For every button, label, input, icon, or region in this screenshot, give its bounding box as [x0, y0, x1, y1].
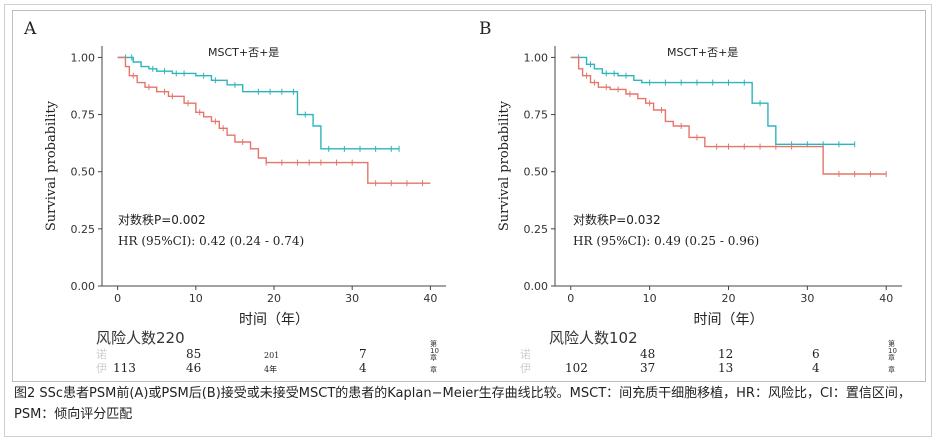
y-tick-label: 1.00: [71, 51, 96, 64]
hr-text: HR (95%CI): 0.42 (0.24 - 0.74): [118, 234, 304, 248]
risk-value: 48: [640, 347, 655, 361]
risk-value: 113: [113, 361, 136, 375]
panel-label: A: [23, 19, 37, 39]
risk-value: 37: [640, 361, 655, 375]
risk-table-title: 风险人数102: [549, 329, 638, 347]
x-tick-label: 10: [643, 292, 657, 305]
x-tick-label: 0: [567, 292, 574, 305]
risk-value: 7: [359, 347, 367, 361]
y-tick-label: 0.25: [524, 223, 549, 236]
y-tick-label: 0.00: [71, 280, 96, 293]
chart-panel-b: B 0.00 0.25 0.50 0.75 1.00 0 10 20 30 40 Survival p…: [479, 19, 902, 375]
y-tick-label: 0.00: [524, 280, 549, 293]
risk-row-tail: 第: [430, 339, 437, 348]
risk-row-tail: 章: [430, 353, 437, 362]
chart-panel-a: A 0.00 0.25 0.50 0.75 1.00 0 10 20 30 40 Survival p…: [23, 19, 446, 375]
hr-text: HR (95%CI): 0.49 (0.25 - 0.96): [573, 234, 759, 248]
x-tick-label: 10: [189, 292, 203, 305]
panel-label: B: [479, 19, 492, 39]
risk-value: 46: [186, 361, 201, 375]
x-tick-label: 30: [800, 292, 814, 305]
x-tick-label: 30: [345, 292, 359, 305]
figure-panel-border: [12, 10, 926, 382]
y-tick-label: 0.75: [524, 109, 549, 122]
risk-row-label: 伊: [520, 362, 531, 375]
x-axis-label: 时间（年）: [694, 312, 764, 328]
risk-row-label: 伊: [96, 362, 107, 375]
risk-value: 6: [812, 347, 820, 361]
x-tick-label: 40: [423, 292, 437, 305]
legend-title: MSCT+否+是: [667, 46, 738, 59]
risk-row-tail: 章: [888, 353, 895, 362]
y-tick-label: 0.50: [524, 166, 549, 179]
pvalue-text: 对数秩P=0.032: [573, 212, 661, 227]
x-tick-label: 40: [879, 292, 893, 305]
risk-row-label: 诺: [96, 348, 107, 361]
legend-title: MSCT+否+是: [208, 46, 279, 59]
risk-row-tail: 章: [430, 365, 437, 374]
survival-curve-1: [117, 56, 431, 184]
survival-curve-0: [570, 56, 855, 145]
risk-value: 4年: [264, 364, 277, 374]
y-axis-label: Survival probability: [44, 100, 59, 231]
outer-border: [4, 4, 932, 437]
x-tick-label: 20: [722, 292, 736, 305]
risk-table-title: 风险人数220: [96, 329, 185, 347]
risk-value: 12: [718, 347, 733, 361]
y-tick-label: 1.00: [524, 51, 549, 64]
survival-curve-0: [117, 56, 400, 150]
risk-value: 13: [718, 361, 733, 375]
y-tick-label: 0.75: [71, 109, 96, 122]
y-axis-label: Survival probability: [497, 100, 512, 231]
y-tick-label: 0.25: [71, 223, 96, 236]
risk-row-tail: 10: [888, 347, 897, 355]
risk-value: 4: [359, 361, 367, 375]
survival-curve-1: [570, 56, 887, 175]
risk-value: 85: [186, 347, 201, 361]
y-tick-label: 0.50: [71, 166, 96, 179]
risk-row-tail: 章: [888, 365, 895, 374]
risk-row-tail: 10: [430, 347, 439, 355]
risk-value: 201: [264, 351, 279, 360]
risk-row-tail: 第: [888, 339, 895, 348]
figure-caption: 图2 SSc患者PSM前(A)或PSM后(B)接受或未接受MSCT的患者的Kap…: [14, 386, 911, 422]
x-tick-label: 20: [267, 292, 281, 305]
pvalue-text: 对数秩P=0.002: [118, 212, 206, 227]
risk-value: 102: [565, 361, 588, 375]
risk-value: 4: [812, 361, 820, 375]
risk-row-label: 诺: [520, 348, 531, 361]
x-axis-label: 时间（年）: [239, 312, 309, 328]
x-tick-label: 0: [114, 292, 121, 305]
